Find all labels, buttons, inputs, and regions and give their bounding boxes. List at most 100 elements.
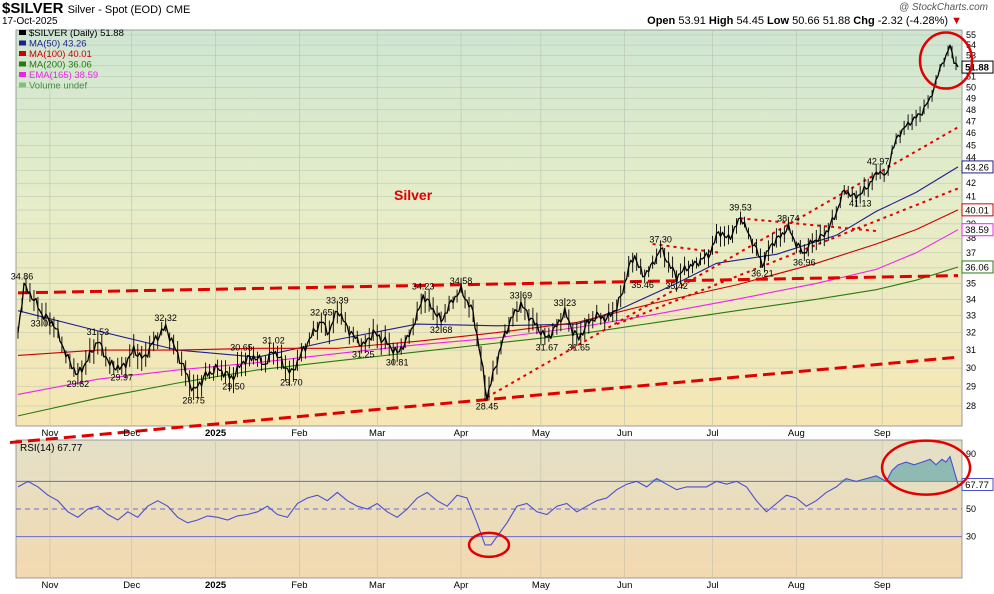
down-arrow-icon: ▼ (951, 15, 962, 27)
legend-swatch-ma200 (19, 61, 26, 67)
last-value-tag-ma200-box (961, 260, 994, 274)
rsi-x-tick-label: Sep (874, 580, 891, 591)
y-tick-label: 28 (966, 401, 976, 411)
low-value: 50.66 (792, 15, 820, 27)
last-value-tag-price-text: 51.88 (965, 63, 989, 74)
rsi-x-tick-label: 2025 (205, 580, 227, 591)
last-value-tag-rsi-text: 67.77 (965, 480, 989, 491)
price-annotation: 31.02 (262, 336, 285, 346)
y-tick-label: 35 (966, 278, 976, 288)
chart-title: $SILVER Silver - Spot (EOD) CME (2, 0, 190, 17)
chart-date: 17-Oct-2025 (2, 16, 58, 27)
trendline (9, 355, 959, 445)
rsi-x-tick-label: Jun (617, 580, 632, 591)
price-annotation: 35.42 (665, 281, 688, 291)
credit-text: @ StockCharts.com (898, 2, 988, 13)
price-annotation: 31.25 (352, 350, 375, 360)
legend-label-ema165: EMA(165) 38.59 (29, 70, 98, 81)
y-tick-label: 38 (966, 233, 976, 243)
trendline (740, 217, 877, 232)
legend-label-volume: Volume undef (29, 81, 87, 92)
price-annotation: 29.50 (222, 381, 245, 391)
y-tick-label: 32 (966, 328, 976, 338)
chg-value: -2.32 (-4.28%) (877, 15, 949, 27)
legend-swatch-ema165 (19, 72, 26, 77)
price-annotation: 37.30 (649, 234, 672, 244)
rsi-y-tick-label: 50 (966, 504, 976, 514)
chart-header: $SILVER Silver - Spot (EOD) CME 17-Oct-2… (0, 0, 994, 30)
price-annotation: 36.21 (751, 269, 774, 279)
price-annotation: 33.39 (326, 295, 349, 305)
price-annotation: 33.23 (554, 298, 577, 308)
rsi-y-tick-label: 90 (966, 449, 976, 459)
x-tick-label: May (532, 428, 550, 439)
x-tick-label: Feb (291, 428, 307, 439)
price-annotation: 32.68 (430, 325, 453, 335)
series-rsi-line (17, 455, 959, 546)
legend-swatch-ma50 (19, 40, 26, 46)
y-tick-label: 51 (966, 71, 976, 81)
y-tick-label: 30 (966, 363, 976, 373)
main-panel-bg (15, 29, 963, 427)
trendline (652, 243, 721, 254)
y-tick-label: 49 (966, 93, 976, 103)
x-tick-label: Dec (123, 428, 140, 439)
rsi-x-tick-label: May (532, 580, 550, 591)
rsi-x-tick-label: Dec (123, 580, 140, 591)
highlight-oversold-low (467, 531, 511, 559)
legend-swatch-volume (19, 82, 26, 88)
price-annotation: 34.23 (412, 282, 435, 292)
price-annotation: 30.65 (230, 342, 253, 352)
last-value-tag-ma100-box (961, 203, 994, 217)
price-annotation: 33.69 (510, 290, 533, 300)
y-tick-label: 41 (966, 191, 976, 201)
rsi-title: RSI(14) 67.77 (20, 443, 83, 454)
y-tick-label: 46 (966, 128, 976, 138)
price-annotation: 32.32 (154, 313, 177, 323)
last-value-tag-price: 51.88 (961, 60, 994, 74)
rsi-y-tick-label: 30 (966, 532, 976, 542)
price-annotation: 29.62 (67, 379, 90, 389)
y-tick-label: 50 (966, 82, 976, 92)
last-value-tag-ma200: 36.06 (961, 260, 994, 274)
price-annotation: 41.13 (849, 199, 872, 209)
rsi-x-tick-label: Jul (706, 580, 718, 591)
legend-label-price: $SILVER (Daily) 51.88 (29, 28, 124, 39)
y-tick-label: 47 (966, 116, 976, 126)
x-tick-label: Nov (41, 428, 58, 439)
legend-swatch-ma100 (19, 51, 26, 56)
price-annotation: 31.65 (568, 343, 591, 353)
chart-title-silver: Silver (394, 187, 433, 203)
chg-label: Chg (853, 15, 875, 27)
y-tick-label: 29 (966, 382, 976, 392)
price-annotation: 29.97 (111, 373, 134, 383)
price-annotation: 34.86 (11, 272, 34, 282)
series-price-line (17, 44, 959, 400)
y-tick-label: 45 (966, 140, 976, 150)
last-value-tag-ma50-box (961, 160, 994, 174)
last-value-tag-ema165-box (961, 223, 994, 237)
x-tick-label: Sep (874, 428, 891, 439)
last-value-tag-ma50: 43.26 (961, 160, 994, 174)
y-tick-label: 48 (966, 105, 976, 115)
last-value-tag-rsi: 67.77 (961, 477, 994, 491)
price-annotation: 39.53 (729, 202, 752, 212)
highlight-circle-top (918, 31, 974, 90)
rsi-x-tick-label: Apr (454, 580, 469, 591)
symbol-description: Silver - Spot (EOD) (67, 4, 162, 16)
y-tick-label: 37 (966, 248, 976, 258)
legend-label-ma100: MA(100) 40.01 (29, 49, 92, 60)
price-annotation: 34.58 (450, 276, 473, 286)
price-annotation: 35.46 (631, 280, 654, 290)
rsi-x-tick-label: Feb (291, 580, 307, 591)
y-tick-label: 44 (966, 153, 976, 163)
y-tick-label: 55 (966, 30, 976, 40)
open-value: 53.91 (678, 15, 706, 27)
low-label: Low (767, 15, 790, 27)
trendline (17, 274, 959, 295)
x-tick-label: Mar (369, 428, 385, 439)
rsi-x-tick-label: Mar (369, 580, 385, 591)
price-annotation: 31.53 (87, 327, 110, 337)
high-label: High (708, 15, 734, 27)
